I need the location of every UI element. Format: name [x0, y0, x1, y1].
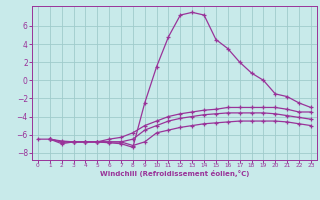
X-axis label: Windchill (Refroidissement éolien,°C): Windchill (Refroidissement éolien,°C)	[100, 170, 249, 177]
